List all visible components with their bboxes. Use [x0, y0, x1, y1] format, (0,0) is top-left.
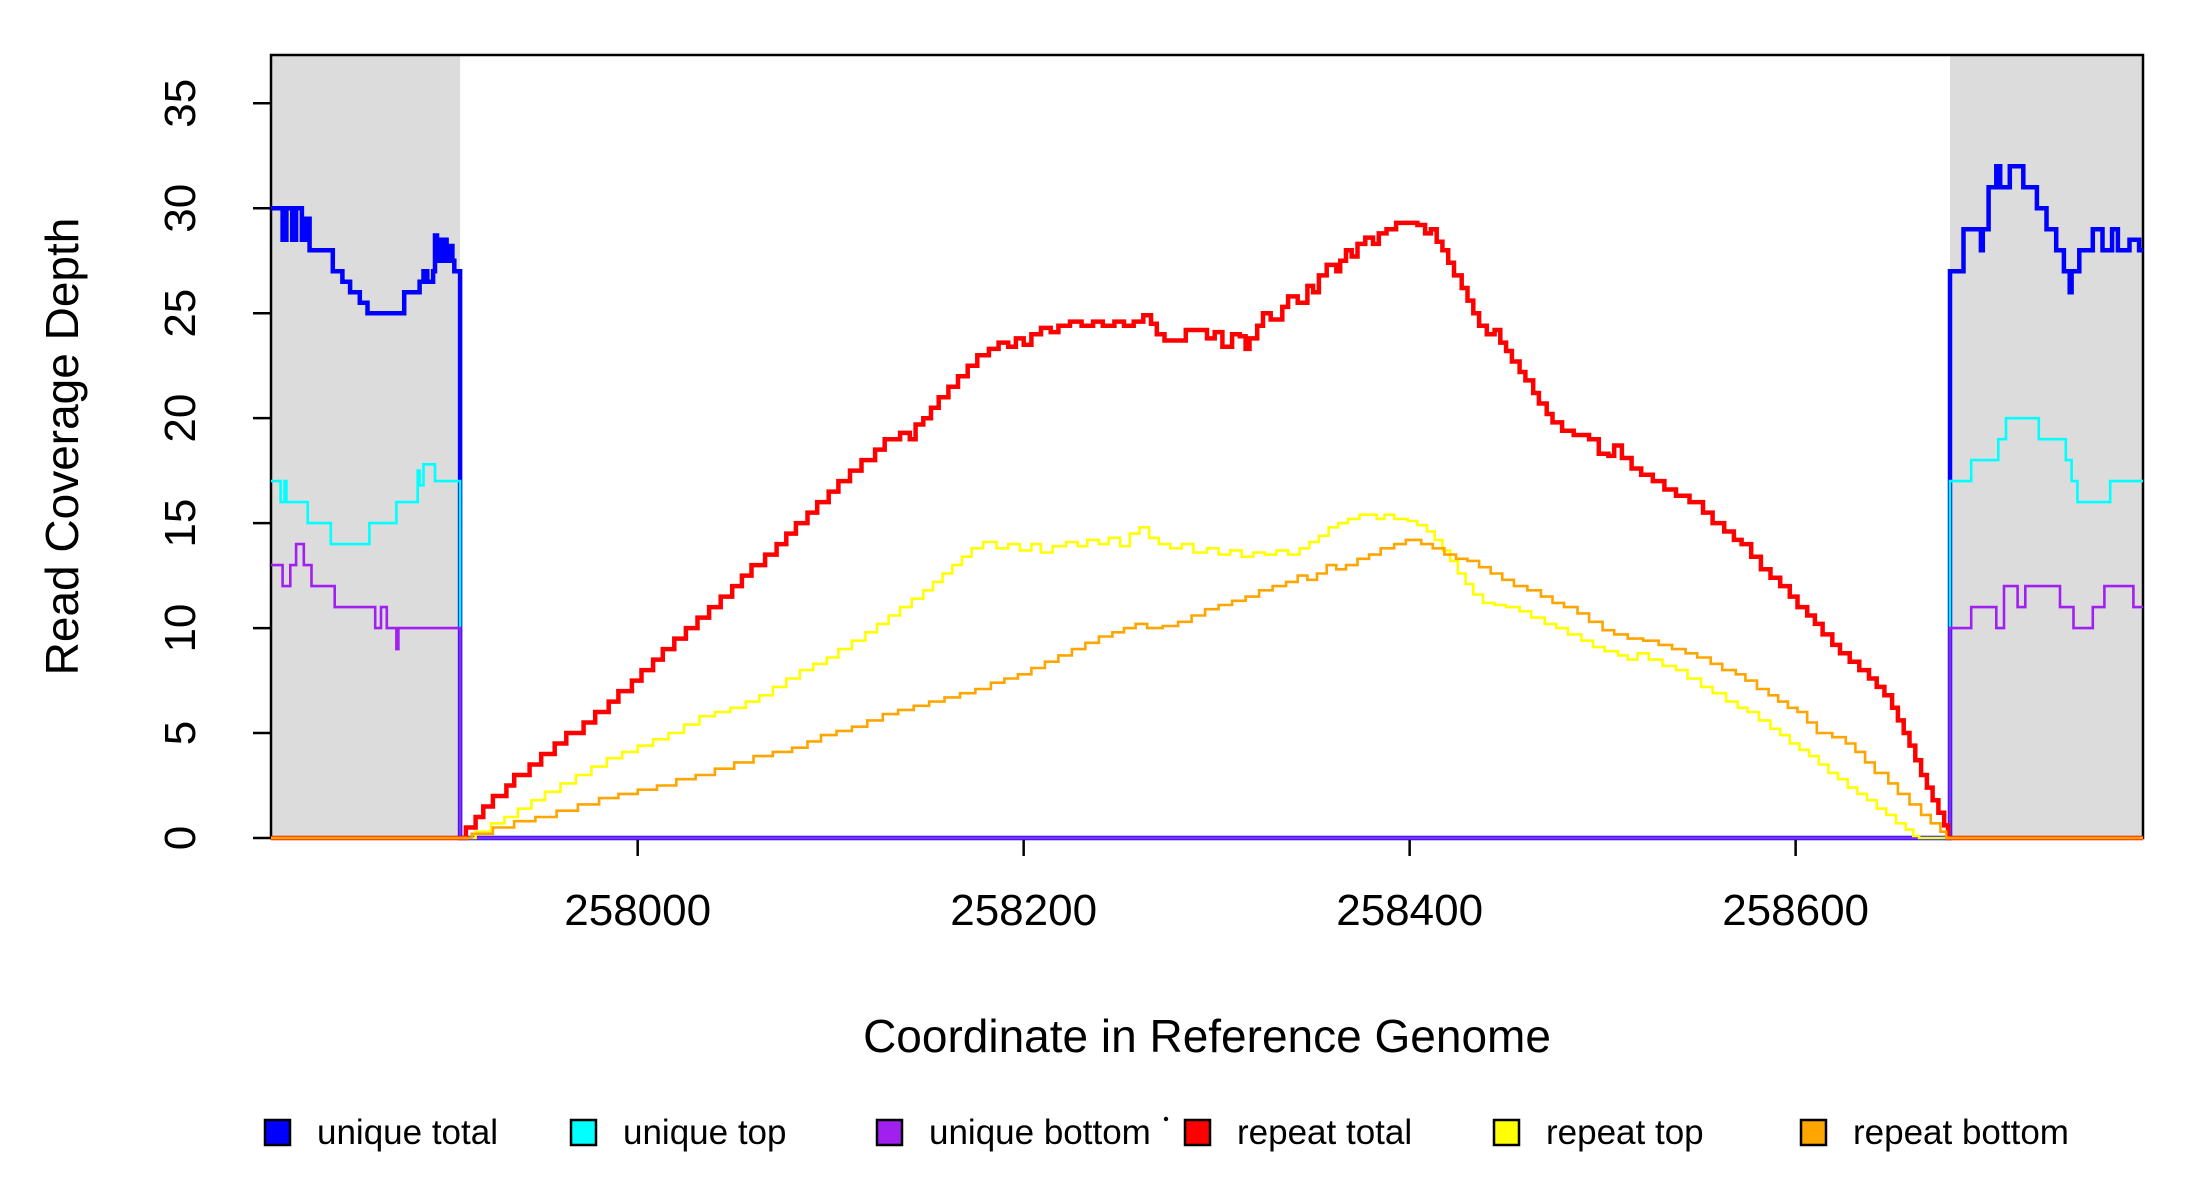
y-axis-tick-label: 35	[156, 79, 205, 128]
x-axis-tick-label: 258000	[564, 886, 711, 935]
y-axis-tick-label: 20	[156, 394, 205, 443]
series-line-repeat-top	[271, 513, 2143, 840]
legend-item-repeat-total: repeat total	[1183, 1113, 1412, 1152]
series-line-repeat-bottom	[271, 538, 2143, 840]
x-axis-tick-label: 258600	[1722, 886, 1869, 935]
legend-label: unique total	[317, 1113, 498, 1152]
legend-label: repeat total	[1237, 1113, 1412, 1152]
legend-swatch-repeat-total	[1183, 1118, 1212, 1147]
legend-label: repeat top	[1546, 1113, 1704, 1152]
legend-swatch-unique-bottom	[875, 1118, 904, 1147]
series-line-unique-bottom	[271, 542, 2143, 840]
series-line-repeat-total	[271, 220, 2143, 841]
y-axis-tick-label: 15	[156, 499, 205, 548]
legend-swatch-repeat-bottom	[1799, 1118, 1828, 1147]
stray-dot-artifact	[1163, 1116, 1169, 1122]
y-axis-tick-label: 30	[156, 184, 205, 233]
legend-swatch-unique-top	[569, 1118, 598, 1147]
right-flank-unique-region	[1950, 55, 2143, 838]
legend-item-repeat-bottom: repeat bottom	[1799, 1113, 2069, 1152]
y-axis-tick-label: 5	[156, 721, 205, 745]
legend-swatch-repeat-top	[1492, 1118, 1521, 1147]
y-axis-tick-label: 0	[156, 826, 205, 850]
left-flank-unique-region	[271, 55, 461, 838]
legend-item-unique-bottom: unique bottom	[875, 1113, 1151, 1152]
legend-label: unique top	[623, 1113, 786, 1152]
legend-label: unique bottom	[929, 1113, 1151, 1152]
legend-swatch-unique-total	[263, 1118, 292, 1147]
y-axis-tick-label: 10	[156, 604, 205, 653]
legend-label: repeat bottom	[1853, 1113, 2069, 1152]
legend-item-unique-total: unique total	[263, 1113, 498, 1152]
legend-item-unique-top: unique top	[569, 1113, 786, 1152]
legend-item-repeat-top: repeat top	[1492, 1113, 1704, 1152]
x-axis-tick-label: 258200	[950, 886, 1097, 935]
x-axis-title: Coordinate in Reference Genome	[863, 1010, 1551, 1062]
series-line-unique-top	[271, 416, 2143, 840]
x-axis-tick-label: 258400	[1336, 886, 1483, 935]
y-axis-tick-label: 25	[156, 289, 205, 338]
y-axis-title: Read Coverage Depth	[36, 218, 88, 676]
